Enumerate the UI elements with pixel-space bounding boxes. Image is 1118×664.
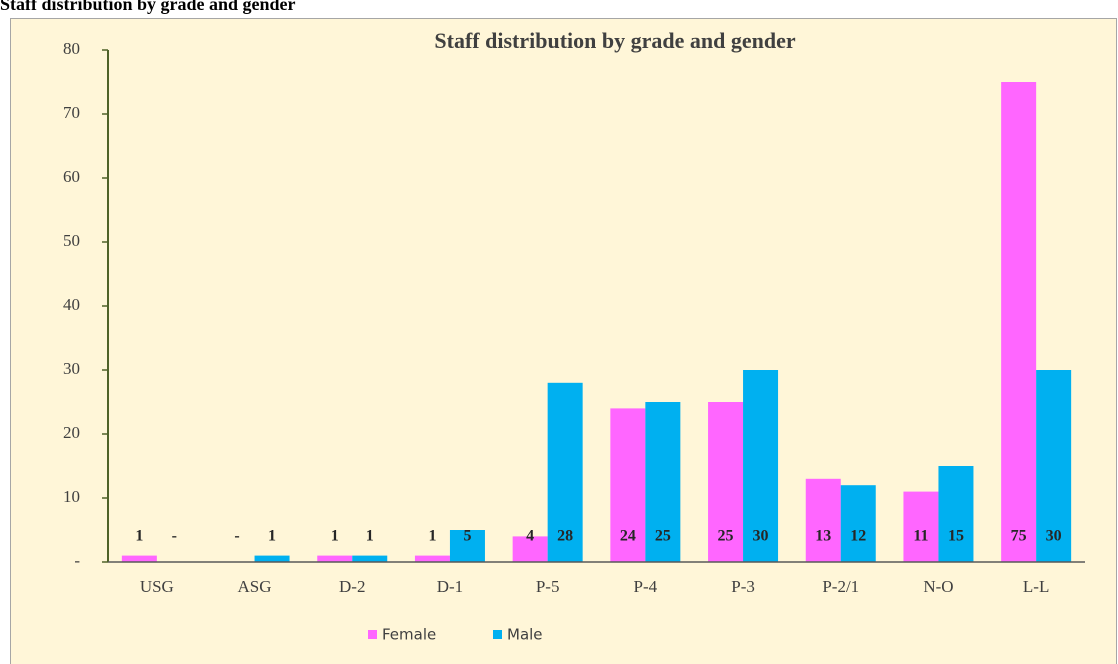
x-tick-label: D-2 (339, 577, 365, 596)
x-tick-label: D-1 (437, 577, 463, 596)
value-label: 1 (366, 528, 374, 545)
x-tick-label: P-4 (634, 577, 658, 596)
value-label: - (172, 528, 177, 545)
bar (903, 491, 939, 562)
y-tick-label: 70 (63, 103, 80, 122)
bar (512, 536, 548, 562)
value-label: 1 (268, 528, 276, 545)
y-tick-label: 10 (63, 487, 80, 506)
legend-label: Male (507, 626, 543, 644)
bar (805, 478, 841, 562)
bar (317, 555, 353, 562)
bar (1036, 370, 1072, 562)
value-label: 25 (655, 528, 671, 545)
legend-swatch (368, 630, 377, 639)
value-label: 4 (526, 528, 534, 545)
bar (121, 555, 157, 562)
y-tick-label: 50 (63, 231, 80, 250)
value-label: 75 (1011, 528, 1027, 545)
y-tick-label: 80 (63, 39, 80, 58)
value-label: 30 (1046, 528, 1062, 545)
bar (743, 370, 779, 562)
y-tick-label: 60 (63, 167, 80, 186)
bar (414, 555, 450, 562)
legend-label: Female (382, 626, 436, 644)
bar (254, 555, 290, 562)
bar (547, 382, 583, 562)
chart-title: Staff distribution by grade and gender (434, 28, 795, 53)
y-tick-label: 30 (63, 359, 80, 378)
value-label: 30 (753, 528, 769, 545)
x-tick-label: P-2/1 (822, 577, 859, 596)
value-label: 5 (463, 528, 471, 545)
value-label: 28 (557, 528, 573, 545)
value-label: 12 (850, 528, 866, 545)
value-label: - (234, 528, 239, 545)
value-label: 1 (428, 528, 436, 545)
x-tick-label: USG (140, 577, 174, 596)
bar (840, 485, 876, 562)
bar (610, 408, 646, 562)
value-label: 13 (815, 528, 831, 545)
chart-area (10, 18, 1117, 664)
x-tick-label: N-O (923, 577, 953, 596)
value-label: 1 (135, 528, 143, 545)
x-tick-label: ASG (238, 577, 272, 596)
x-tick-label: P-5 (536, 577, 560, 596)
value-label: 11 (913, 528, 928, 545)
y-tick-label: 20 (63, 423, 80, 442)
x-tick-label: P-3 (731, 577, 755, 596)
heading: Staff distribution by grade and gender (0, 0, 296, 14)
value-label: 15 (948, 528, 964, 545)
x-tick-label: L-L (1023, 577, 1049, 596)
y-tick-label: 40 (63, 295, 80, 314)
bar (938, 466, 974, 562)
bar (1001, 82, 1037, 562)
bar (352, 555, 388, 562)
bar (708, 402, 744, 562)
bar (645, 402, 681, 562)
bar (449, 530, 485, 562)
legend-swatch (493, 630, 502, 639)
y-tick-label: - (74, 551, 80, 570)
value-label: 25 (718, 528, 734, 545)
value-label: 1 (331, 528, 339, 545)
value-label: 24 (620, 528, 636, 545)
